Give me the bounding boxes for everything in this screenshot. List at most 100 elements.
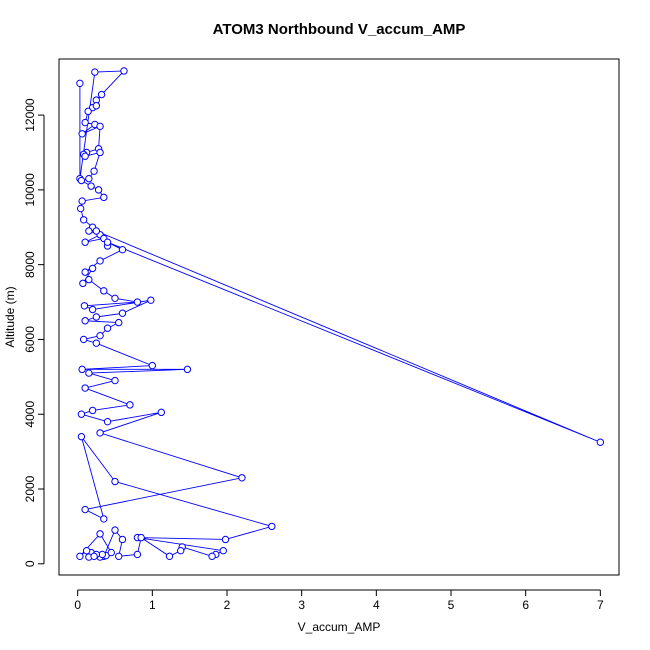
y-tick-label: 0 (23, 560, 37, 567)
data-point (77, 410, 86, 418)
data-point (81, 384, 89, 392)
x-tick-label: 6 (522, 598, 529, 612)
data-point (137, 533, 145, 542)
data-point (85, 227, 93, 235)
data-point (111, 376, 119, 385)
data-point (80, 302, 89, 310)
data-point (238, 474, 246, 482)
data-point (157, 408, 165, 417)
data-point (81, 317, 89, 325)
data-point (133, 298, 142, 306)
data-point (120, 67, 128, 75)
y-tick-label: 4000 (23, 401, 37, 428)
data-point (118, 245, 127, 254)
data-point (165, 552, 174, 561)
data-point (96, 331, 104, 340)
data-point (82, 546, 91, 555)
data-point (100, 287, 108, 295)
data-point (126, 401, 134, 409)
x-axis-label: V_accum_AMP (298, 620, 381, 634)
data-point (76, 79, 84, 88)
data-point (77, 176, 86, 185)
x-tick-label: 3 (298, 598, 305, 612)
data-point (90, 552, 98, 561)
data-point (84, 107, 92, 116)
data-point (88, 305, 97, 314)
data-point (78, 130, 86, 138)
data-point (118, 535, 127, 544)
series-layer (76, 67, 605, 561)
data-point (147, 296, 155, 304)
data-point (92, 227, 101, 235)
data-point (107, 548, 115, 557)
x-tick-label: 2 (224, 598, 231, 612)
x-axis: 0 1 2 3 4 5 6 7 (74, 589, 604, 612)
data-point (96, 257, 104, 265)
data-point (103, 238, 112, 246)
data-point (103, 417, 112, 426)
data-point (183, 365, 192, 374)
x-tick-label: 5 (448, 598, 455, 612)
data-point (96, 148, 104, 157)
data-point (78, 197, 86, 205)
data-point (96, 122, 104, 131)
data-point (221, 535, 230, 544)
data-point (88, 406, 97, 415)
y-tick-label: 12000 (23, 98, 37, 132)
data-point (268, 522, 276, 531)
y-tick-label: 8000 (23, 251, 37, 278)
data-point (87, 182, 95, 190)
data-point (94, 186, 103, 194)
data-point (97, 90, 106, 99)
data-point (92, 313, 101, 321)
data-point (100, 515, 108, 523)
y-tick-label: 2000 (23, 475, 37, 502)
data-point (596, 438, 605, 446)
data-point (98, 550, 107, 559)
data-point (177, 546, 185, 555)
data-point (90, 167, 98, 175)
data-point (148, 361, 157, 370)
y-tick-label: 6000 (23, 326, 37, 353)
data-point (85, 369, 93, 377)
plot-frame (58, 58, 620, 576)
data-point (96, 429, 104, 437)
data-point (85, 275, 93, 284)
data-point (81, 118, 89, 127)
data-point (118, 309, 127, 317)
data-point (133, 550, 142, 559)
data-point (103, 324, 112, 332)
data-point (91, 68, 99, 76)
x-tick-label: 4 (373, 598, 380, 612)
y-axis: 0 2000 4000 6000 8000 10000 12000 (23, 98, 45, 567)
x-tick-label: 1 (149, 598, 156, 612)
data-point (79, 216, 88, 224)
data-point (219, 546, 227, 555)
data-point (115, 552, 123, 561)
data-point (111, 526, 119, 534)
data-point (111, 294, 119, 303)
data-point (111, 477, 119, 486)
data-point (208, 552, 216, 561)
data-point (81, 152, 89, 160)
y-tick-label: 10000 (23, 173, 37, 207)
data-point (96, 530, 104, 538)
y-axis-label: Altitude (m) (3, 286, 17, 347)
data-point (85, 174, 93, 183)
data-point (76, 204, 85, 213)
data-point (88, 264, 97, 273)
data-point (81, 268, 89, 276)
data-point (115, 318, 123, 327)
series-line (79, 70, 601, 558)
data-point (78, 365, 86, 374)
data-point (92, 339, 101, 347)
x-tick-label: 0 (74, 598, 81, 612)
data-point (79, 335, 88, 344)
x-tick-label: 7 (597, 598, 604, 612)
data-point (79, 279, 87, 288)
data-point (77, 432, 86, 441)
data-point (92, 102, 101, 110)
data-point (81, 238, 89, 246)
data-point (100, 193, 108, 202)
